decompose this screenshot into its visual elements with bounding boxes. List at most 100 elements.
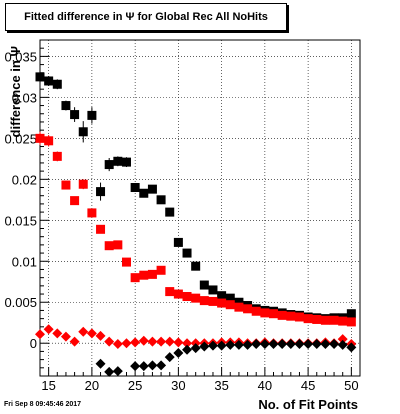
y-tick-label: 0.005	[4, 295, 37, 310]
data-point-diamond	[329, 339, 340, 350]
data-point-square	[44, 76, 54, 86]
data-point-diamond	[138, 335, 149, 346]
data-point-square	[225, 300, 235, 310]
data-point-diamond	[43, 324, 54, 335]
data-point-square	[78, 127, 88, 137]
data-point-diamond	[95, 358, 106, 369]
data-point-square	[234, 297, 244, 307]
data-point-square	[96, 224, 106, 234]
data-point-square	[130, 273, 140, 283]
data-point-diamond	[182, 344, 193, 355]
data-point-diamond	[242, 339, 253, 350]
data-point-diamond	[147, 360, 158, 371]
data-point-square	[52, 151, 62, 161]
data-point-diamond	[35, 329, 45, 340]
data-point-diamond	[130, 337, 141, 348]
data-point-square	[35, 133, 45, 143]
data-point-diamond	[311, 339, 322, 350]
data-point-square	[130, 183, 140, 193]
data-point-square	[199, 296, 209, 306]
data-point-square	[234, 302, 244, 312]
x-tick-label: 25	[128, 378, 142, 393]
data-point-diamond	[182, 338, 193, 349]
data-point-square	[121, 257, 131, 267]
data-point-square	[156, 195, 166, 205]
data-point-diamond	[156, 360, 167, 371]
data-point-diamond	[216, 340, 227, 351]
plot-frame	[39, 39, 361, 377]
y-tick-label: 0.025	[4, 131, 37, 146]
data-point-square	[104, 160, 114, 170]
data-point-diamond	[207, 340, 218, 351]
data-point-square	[113, 240, 123, 250]
x-tick-label: 50	[344, 378, 358, 393]
y-tick-label: 0.035	[4, 49, 37, 64]
data-point-square	[338, 316, 348, 326]
x-tick-label: 35	[214, 378, 228, 393]
data-point-square	[217, 291, 227, 301]
y-tick-label: 0	[30, 336, 37, 351]
data-point-square	[217, 298, 227, 308]
data-point-square	[199, 280, 209, 290]
data-point-square	[294, 312, 304, 322]
data-point-square	[346, 309, 356, 319]
data-point-diamond	[173, 337, 184, 348]
data-point-square	[173, 289, 183, 299]
data-point-square	[87, 110, 97, 120]
data-point-diamond	[268, 339, 279, 350]
data-point-diamond	[233, 339, 244, 350]
data-point-square	[70, 110, 80, 120]
data-point-diamond	[164, 336, 175, 347]
data-point-square	[121, 157, 131, 167]
grid	[40, 40, 360, 376]
y-axis-label: difference in Ψ	[8, 46, 23, 137]
data-point-square	[173, 237, 183, 247]
data-point-square	[208, 285, 218, 295]
axes: 15 20 25 30 35 40 45 50 0 0.005 0.01 0.015 0.02 0.025…	[4, 39, 361, 393]
data-point-square	[251, 306, 261, 316]
data-point-diamond	[164, 352, 175, 363]
y-tick-label: 0.03	[12, 90, 37, 105]
y-tick-label: 0.015	[4, 213, 37, 228]
data-point-square	[61, 101, 71, 111]
data-point-diamond	[285, 339, 296, 350]
data-point-square	[61, 180, 71, 190]
data-point-diamond	[320, 339, 331, 350]
data-point-diamond	[337, 334, 348, 345]
data-point-diamond	[173, 348, 184, 359]
data-point-diamond	[95, 330, 106, 341]
data-point-square	[346, 317, 356, 327]
data-point-diamond	[277, 339, 288, 350]
data-point-square	[147, 269, 157, 279]
x-tick-label: 40	[258, 378, 272, 393]
chart-title: Fitted difference in Ψ for Global Rec Al…	[5, 3, 287, 31]
data-point-diamond	[225, 339, 236, 350]
data-point-square	[182, 248, 192, 258]
data-point-square	[70, 196, 80, 206]
data-point-diamond	[104, 366, 115, 377]
data-point-square	[303, 314, 313, 324]
x-tick-label: 15	[41, 378, 55, 393]
data-point-square	[165, 287, 175, 297]
data-point-square	[139, 270, 149, 280]
data-point-square	[113, 156, 123, 166]
data-point-square	[191, 261, 201, 271]
data-point-square	[286, 311, 296, 321]
data-point-diamond	[147, 336, 158, 347]
data-point-diamond	[259, 339, 270, 350]
data-point-diamond	[52, 328, 63, 339]
data-point-square	[320, 315, 330, 325]
data-point-square	[312, 314, 322, 324]
timestamp: Fri Sep 8 09:45:46 2017	[4, 401, 82, 408]
data-point-square	[269, 309, 279, 319]
data-point-square	[277, 310, 287, 320]
x-tick-label: 20	[85, 378, 99, 393]
data-point-diamond	[69, 336, 80, 347]
data-point-diamond	[138, 361, 149, 372]
data-points	[35, 70, 357, 377]
data-point-diamond	[294, 339, 305, 350]
data-point-diamond	[303, 339, 314, 350]
data-point-square	[182, 292, 192, 302]
data-point-square	[78, 179, 88, 189]
